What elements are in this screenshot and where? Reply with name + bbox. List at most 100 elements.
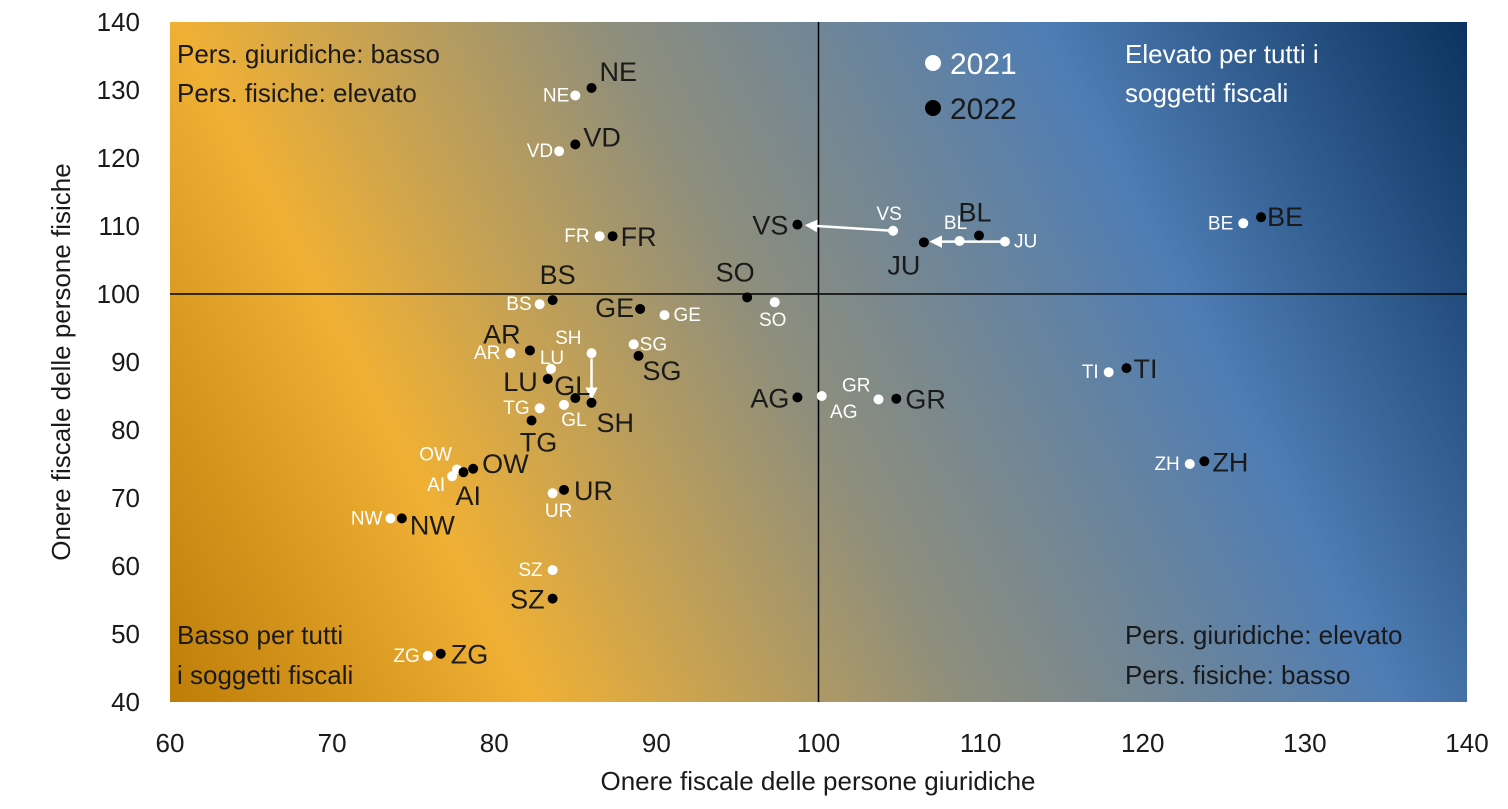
point-2021-ar — [505, 348, 516, 359]
point-label-2021-ne: NE — [543, 85, 569, 106]
point-2021-be — [1238, 218, 1249, 229]
point-2022-be — [1256, 212, 1267, 223]
point-label-2021-zh: ZH — [1154, 454, 1179, 475]
point-label-2022-be: BE — [1267, 202, 1303, 232]
quadrant-labels: Pers. giuridiche: basso Pers. fisiche: e… — [177, 39, 1402, 690]
point-label-2021-bs: BS — [506, 294, 531, 315]
point-label-2022-ti: TI — [1134, 354, 1158, 384]
point-label-2022-sh: SH — [597, 408, 635, 438]
arrow-vs — [804, 219, 894, 233]
quadrant-bottom-right-line2: Pers. fisiche: basso — [1125, 660, 1350, 690]
point-2022-tg — [526, 415, 537, 426]
point-label-2021-be: BE — [1208, 213, 1233, 234]
quadrant-top-left-line2: Pers. fisiche: elevato — [177, 78, 417, 108]
point-label-2021-nw: NW — [351, 508, 383, 529]
point-label-2021-ju: JU — [1014, 232, 1037, 253]
x-tick-label: 100 — [797, 728, 840, 758]
y-tick-label: 70 — [111, 483, 140, 513]
quadrant-bottom-left-line2: i soggetti fiscali — [177, 660, 353, 690]
x-axis-label: Onere fiscale delle persone giuridiche — [600, 766, 1035, 796]
y-tick-label: 50 — [111, 619, 140, 649]
y-tick-label: 110 — [99, 211, 140, 241]
point-2021-ti — [1103, 367, 1114, 378]
point-2021-ag — [816, 391, 827, 401]
point-2022-lu — [542, 374, 553, 384]
point-label-2022-bs: BS — [540, 260, 576, 290]
y-axis-ticks: 40 50 60 70 80 90 100 110 120 130 140 — [97, 7, 140, 717]
point-label-2022-zh: ZH — [1212, 447, 1248, 477]
point-2021-sg — [628, 339, 639, 350]
y-tick-label: 80 — [111, 415, 140, 445]
point-2021-lu — [545, 363, 556, 374]
point-2022-sg — [633, 350, 644, 361]
point-label-2022-vd: VD — [583, 122, 621, 152]
point-2022-ai — [458, 467, 469, 478]
point-2022-sz — [547, 593, 558, 604]
point-2022-nw — [396, 513, 407, 524]
x-axis-ticks: 60 70 80 90 100 110 120 130 140 — [156, 728, 1489, 758]
reference-lines — [170, 22, 1467, 702]
point-2021-tg — [534, 403, 545, 414]
point-label-2022-ne: NE — [600, 57, 638, 87]
y-tick-label: 60 — [111, 551, 140, 581]
x-tick-label: 140 — [1445, 728, 1488, 758]
y-tick-label: 100 — [97, 279, 140, 309]
point-label-2021-vs: VS — [876, 204, 901, 225]
point-2021-sz — [547, 565, 558, 576]
point-label-2021-lu: LU — [540, 348, 564, 369]
point-2022-gl — [570, 393, 581, 404]
point-2021-bl — [954, 235, 965, 246]
point-label-2021-gl: GL — [561, 410, 586, 431]
point-2021-nw — [385, 513, 396, 524]
x-tick-label: 90 — [642, 728, 671, 758]
quadrant-top-right-line1: Elevato per tutti i — [1125, 39, 1319, 69]
point-2021-vd — [554, 146, 565, 157]
point-label-2021-ge: GE — [673, 305, 700, 326]
point-label-2021-vd: VD — [527, 141, 553, 162]
point-label-2022-vs: VS — [752, 211, 788, 241]
point-2021-gl — [558, 399, 569, 410]
point-2022-bl — [974, 230, 985, 241]
point-label-2022-sg: SG — [643, 356, 682, 386]
point-label-2021-tg: TG — [503, 398, 529, 419]
point-label-2022-gl: GL — [554, 371, 590, 401]
point-2021-sh — [586, 348, 597, 359]
y-tick-label: 130 — [97, 75, 140, 105]
point-label-2022-tg: TG — [520, 427, 558, 457]
point-2022-ar — [524, 345, 535, 356]
data-points — [385, 82, 1267, 661]
point-label-2021-sg: SG — [640, 334, 667, 355]
point-label-2022-nw: NW — [410, 510, 455, 540]
point-label-2022-gr: GR — [905, 385, 946, 415]
point-label-2022-ju: JU — [887, 250, 920, 280]
point-label-2021-fr: FR — [564, 226, 589, 247]
y-tick-label: 140 — [97, 7, 140, 37]
point-2022-sh — [586, 397, 597, 408]
point-label-2022-ar: AR — [483, 319, 521, 349]
point-label-2021-zg: ZG — [393, 646, 419, 667]
point-2021-vs — [888, 225, 899, 236]
point-2022-ge — [635, 303, 646, 314]
point-label-2021-sz: SZ — [518, 560, 543, 581]
point-2022-ow — [468, 463, 479, 474]
y-tick-label: 90 — [111, 347, 140, 377]
point-label-2022-sz: SZ — [510, 585, 545, 615]
point-label-2022-fr: FR — [621, 222, 657, 252]
point-label-2021-ur: UR — [545, 501, 572, 522]
point-2021-zg — [422, 650, 433, 661]
legend: 2021 2022 — [925, 48, 1017, 126]
point-2022-zg — [435, 648, 446, 659]
point-label-2021-bl: BL — [944, 213, 967, 234]
point-label-2022-zg: ZG — [451, 640, 489, 670]
point-2022-vd — [570, 139, 581, 150]
point-2021-ai — [447, 471, 458, 482]
point-2021-bs — [534, 299, 545, 310]
point-label-2022-ai: AI — [455, 481, 481, 511]
quadrant-bottom-right-line1: Pers. giuridiche: elevato — [1125, 620, 1402, 650]
point-label-2022-ge: GE — [595, 293, 634, 323]
point-label-2021-ti: TI — [1082, 362, 1099, 383]
point-2022-ju — [918, 237, 929, 248]
point-2021-ur — [547, 488, 558, 499]
point-label-2021-gr: GR — [842, 375, 871, 396]
